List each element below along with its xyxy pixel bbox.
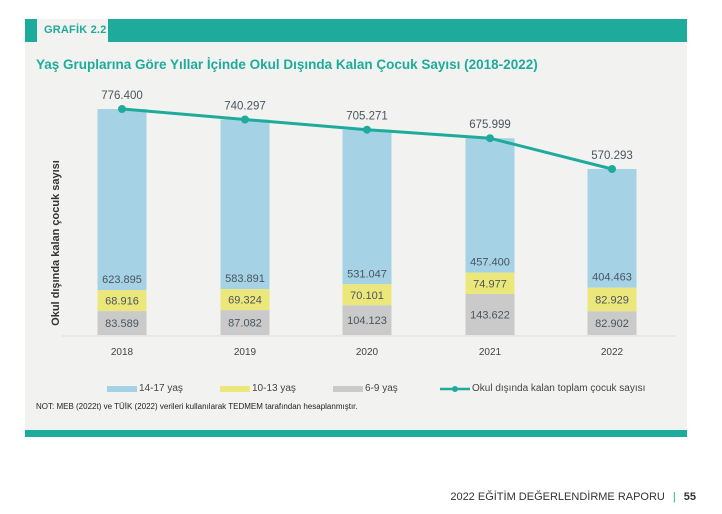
data-label-6-9: 82.902 (595, 318, 629, 330)
legend-item-6-9: 6-9 yaş (333, 383, 398, 394)
page-number: 55 (683, 491, 696, 503)
bar-6-9-2021 (465, 294, 515, 335)
total-data-label: 776.400 (101, 90, 143, 102)
legend-swatch-10-13 (220, 385, 250, 392)
legend-label: 14-17 yaş (139, 383, 183, 394)
chart-title: Yaş Gruplarına Göre Yıllar İçinde Okul D… (36, 57, 538, 72)
data-label-10-13: 82.929 (595, 294, 629, 306)
data-label-14-17: 457.400 (470, 257, 510, 269)
data-label-10-13: 74.977 (473, 278, 507, 290)
bar-10-13-2021 (465, 272, 515, 294)
legend-label: 6-9 yaş (365, 383, 398, 394)
bar-14-17-2019 (220, 119, 270, 290)
source-note: NOT: MEB (2022t) ve TÜİK (2022) verileri… (36, 402, 358, 411)
data-label-6-9: 104.123 (347, 315, 387, 327)
legend-item-total: Okul dışında kalan toplam çocuk sayısı (440, 383, 645, 394)
total-data-label: 675.999 (469, 119, 511, 131)
figure-label: GRAFİK 2.2 (44, 24, 107, 36)
x-tick-label: 2019 (234, 347, 257, 358)
bar-6-9-2020 (342, 305, 392, 335)
page-footer: 2022 EĞİTİM DEĞERLENDİRME RAPORU | 55 (450, 491, 696, 503)
x-tick-label: 2018 (111, 347, 134, 358)
data-label-14-17: 623.895 (102, 274, 142, 286)
data-label-6-9: 143.622 (470, 310, 510, 322)
total-data-label: 570.293 (591, 150, 633, 162)
x-tick-label: 2020 (356, 347, 379, 358)
data-label-14-17: 404.463 (592, 272, 632, 284)
bar-10-13-2020 (342, 284, 392, 306)
data-label-10-13: 69.324 (228, 295, 262, 307)
x-tick-label: 2021 (479, 347, 502, 358)
x-tick-label: 2022 (601, 347, 624, 358)
bar-14-17-2022 (587, 168, 637, 288)
data-label-6-9: 87.082 (228, 318, 262, 330)
data-label-6-9: 83.589 (105, 318, 139, 330)
data-label-14-17: 531.047 (347, 268, 387, 280)
bar-10-13-2018 (97, 290, 147, 312)
data-label-10-13: 70.101 (350, 290, 384, 302)
bar-10-13-2019 (220, 289, 270, 311)
legend-line-marker-icon (440, 385, 470, 392)
total-point-2018 (118, 105, 126, 113)
legend-item-10-13: 10-13 yaş (220, 383, 296, 394)
bar-14-17-2021 (465, 138, 515, 273)
legend-item-14-17: 14-17 yaş (107, 383, 183, 394)
data-label-14-17: 583.891 (225, 273, 265, 285)
bottom-accent-bar (25, 430, 687, 437)
total-point-2019 (241, 115, 249, 124)
legend: 14-17 yaş 10-13 yaş 6-9 yaş Okul dışında… (0, 383, 722, 399)
total-point-2020 (363, 125, 371, 134)
report-title: 2022 EĞİTİM DEĞERLENDİRME RAPORU (450, 491, 665, 503)
legend-label: 10-13 yaş (252, 383, 296, 394)
total-point-2022 (608, 164, 616, 173)
bar-10-13-2022 (587, 287, 637, 312)
header-bar (25, 19, 687, 42)
footer-separator: | (672, 491, 676, 503)
bar-14-17-2020 (342, 129, 392, 285)
legend-swatch-6-9 (333, 385, 363, 392)
total-point-2021 (486, 134, 494, 143)
total-data-label: 740.297 (224, 101, 266, 113)
total-data-label: 705.271 (346, 111, 388, 123)
legend-label: Okul dışında kalan toplam çocuk sayısı (472, 383, 646, 394)
bar-6-9-2022 (587, 311, 637, 335)
data-label-10-13: 68.916 (105, 296, 139, 308)
bar-6-9-2019 (220, 310, 270, 335)
bar-14-17-2018 (97, 109, 147, 291)
figure-label-tab: GRAFİK 2.2 (37, 19, 108, 42)
bar-6-9-2018 (97, 311, 147, 335)
legend-swatch-14-17 (107, 385, 137, 392)
